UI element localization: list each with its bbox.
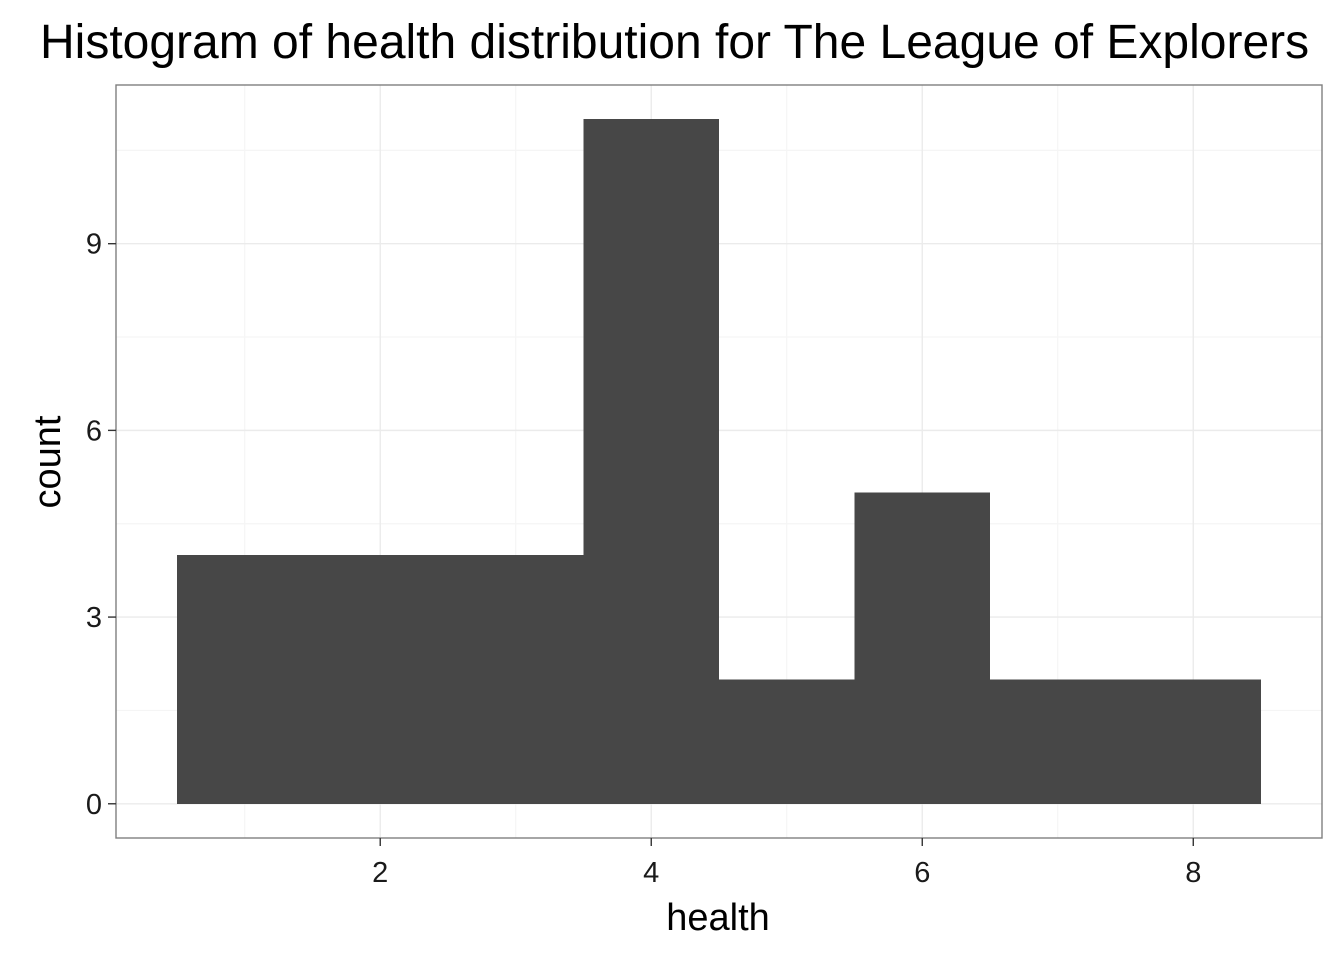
y-axis: 0 3 6 9 — [86, 229, 116, 821]
histogram-bar — [854, 492, 991, 804]
panel-border — [115, 84, 1323, 839]
y-tick-label: 6 — [86, 415, 102, 447]
x-tick-label: 6 — [914, 857, 930, 889]
y-tick-label: 9 — [86, 229, 102, 261]
x-axis: 2 4 6 8 — [372, 838, 1201, 889]
chart-title: Histogram of health distribution for The… — [40, 16, 1309, 69]
histogram-bar — [176, 554, 313, 804]
histogram-bar — [447, 554, 584, 804]
histogram-bar — [583, 119, 719, 804]
y-tick-label: 0 — [86, 789, 102, 821]
histogram-bar — [719, 679, 855, 804]
histogram-bar — [1125, 679, 1262, 804]
histogram-bars — [176, 119, 1262, 804]
x-axis-title: health — [666, 897, 770, 939]
x-tick-label: 4 — [643, 857, 659, 889]
histogram-bar — [312, 554, 448, 804]
y-axis-title: count — [27, 415, 69, 508]
y-tick-label: 3 — [86, 602, 102, 634]
histogram-bar — [990, 679, 1126, 804]
x-tick-label: 2 — [372, 857, 388, 889]
plot-panel — [115, 84, 1323, 839]
x-tick-label: 8 — [1185, 857, 1201, 889]
